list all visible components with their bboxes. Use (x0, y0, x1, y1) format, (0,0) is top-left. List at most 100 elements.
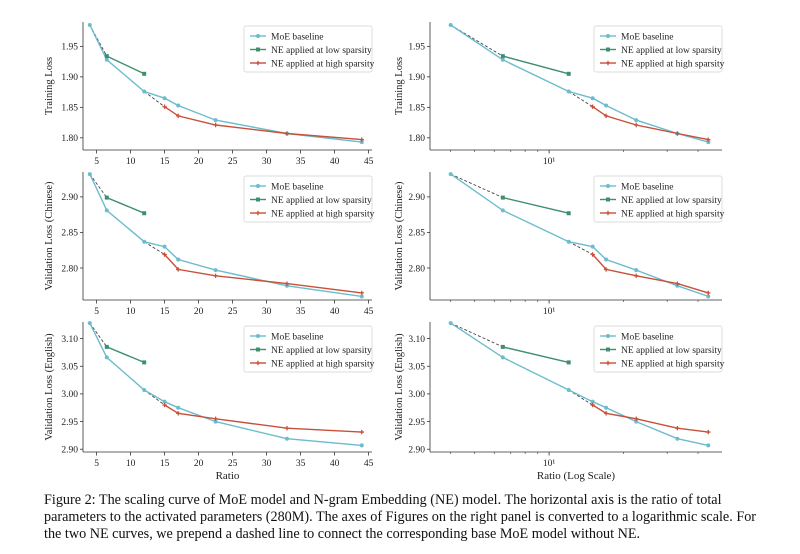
y-axis-label: Training Loss (394, 57, 405, 115)
y-tick-label: 2.90 (408, 446, 425, 456)
data-point (87, 321, 92, 326)
data-point (604, 257, 609, 262)
data-point (675, 281, 680, 286)
legend-marker (256, 34, 260, 38)
x-tick-label: 10¹ (543, 157, 556, 167)
data-point (213, 416, 218, 422)
legend-label: NE applied at low sparsity (621, 196, 722, 206)
x-tick-label: 5 (94, 157, 99, 167)
data-point (448, 172, 453, 177)
chart-panel-2: 1.80 1.85 1.90 1.95 10¹ Training Loss MoE base… (394, 22, 725, 167)
x-tick-label: 45 (364, 157, 374, 167)
y-tick-label: 2.85 (61, 229, 78, 239)
x-tick-label: 40 (330, 307, 340, 317)
legend-label: NE applied at low sparsity (271, 196, 372, 206)
data-point (142, 71, 147, 76)
data-point (104, 54, 109, 59)
legend-marker (606, 347, 610, 352)
series-line-low (502, 346, 569, 364)
data-point (500, 195, 505, 200)
x-tick-label: 20 (194, 459, 204, 469)
data-point (176, 257, 181, 262)
y-tick-label: 1.90 (61, 73, 78, 83)
data-point (448, 321, 453, 326)
data-point (590, 96, 595, 101)
y-tick-label: 3.00 (408, 390, 425, 400)
data-point (604, 405, 609, 410)
data-point (603, 113, 609, 119)
legend-marker (606, 334, 610, 338)
dashed-connector (450, 322, 504, 348)
y-tick-label: 1.85 (408, 104, 425, 114)
x-tick-label: 35 (296, 307, 306, 317)
series-line-low (502, 55, 569, 75)
y-tick-label: 2.90 (61, 446, 78, 456)
series-line-baseline (89, 173, 362, 298)
data-point (359, 290, 364, 296)
legend-label: NE applied at high sparsity (621, 59, 725, 69)
data-point (176, 103, 181, 108)
y-tick-label: 1.95 (408, 43, 425, 53)
x-tick-label: 10 (126, 459, 136, 469)
data-point (162, 402, 167, 408)
data-point (162, 104, 167, 109)
y-axis-label: Validation Loss (English) (394, 333, 405, 441)
x-tick-label: 5 (94, 459, 99, 469)
data-point (590, 252, 595, 257)
x-tick-label: 15 (160, 459, 170, 469)
y-tick-label: 2.95 (61, 418, 78, 428)
dashed-connector (450, 173, 504, 199)
dashed-connector (568, 91, 593, 108)
data-point (590, 402, 595, 408)
x-tick-label: 5 (94, 307, 99, 317)
data-point (213, 118, 218, 123)
data-point (213, 273, 218, 279)
data-point (566, 239, 571, 244)
data-point (104, 57, 109, 62)
data-point (448, 23, 453, 28)
series-line-low (106, 196, 145, 214)
legend-label: MoE baseline (621, 332, 674, 342)
legend-label: MoE baseline (621, 32, 674, 42)
data-point (359, 429, 364, 435)
x-tick-label: 45 (364, 307, 374, 317)
legend-box (243, 325, 373, 373)
x-tick-label: 10 (126, 157, 136, 167)
legend-label: NE applied at low sparsity (621, 346, 722, 356)
data-point (284, 281, 290, 286)
data-point (213, 268, 218, 273)
series-line-baseline (450, 173, 709, 298)
data-point (176, 267, 181, 272)
legend-box (593, 175, 723, 223)
legend-label: NE applied at high sparsity (621, 359, 725, 369)
legend-label: NE applied at high sparsity (271, 209, 375, 219)
chart-panel-3: 2.80 2.85 2.90 5 10 15 20 25 30 35 40 45 Validation … (44, 172, 375, 317)
data-point (285, 436, 289, 441)
x-tick-label: 20 (194, 307, 204, 317)
data-point (176, 405, 181, 410)
series-line-high (592, 106, 709, 141)
chart-panel-6: 2.90 2.95 3.00 3.05 3.10 10¹ Validation Loss (… (394, 321, 725, 482)
data-point (87, 23, 92, 28)
y-tick-label: 1.90 (408, 73, 425, 83)
legend-marker (256, 184, 260, 188)
data-point (359, 443, 364, 448)
data-point (706, 140, 711, 145)
y-tick-label: 3.05 (61, 363, 78, 373)
data-point (104, 195, 109, 200)
y-axis-label: Validation Loss (English) (44, 333, 55, 441)
data-point (359, 137, 364, 142)
data-point (675, 426, 680, 431)
data-point (142, 388, 147, 393)
legend-box (243, 25, 373, 73)
legend-marker (255, 60, 261, 66)
legend-label: NE applied at high sparsity (271, 59, 375, 69)
data-point (590, 244, 595, 249)
data-point (603, 267, 609, 272)
y-tick-label: 3.05 (408, 363, 425, 373)
data-point (359, 140, 364, 145)
legend-label: NE applied at high sparsity (621, 209, 725, 219)
data-point (500, 57, 505, 62)
chart-panel-1: 1.80 1.85 1.90 1.95 5 10 15 20 25 30 35 40 45 Trainin… (44, 22, 375, 167)
legend-label: NE applied at low sparsity (271, 46, 372, 56)
